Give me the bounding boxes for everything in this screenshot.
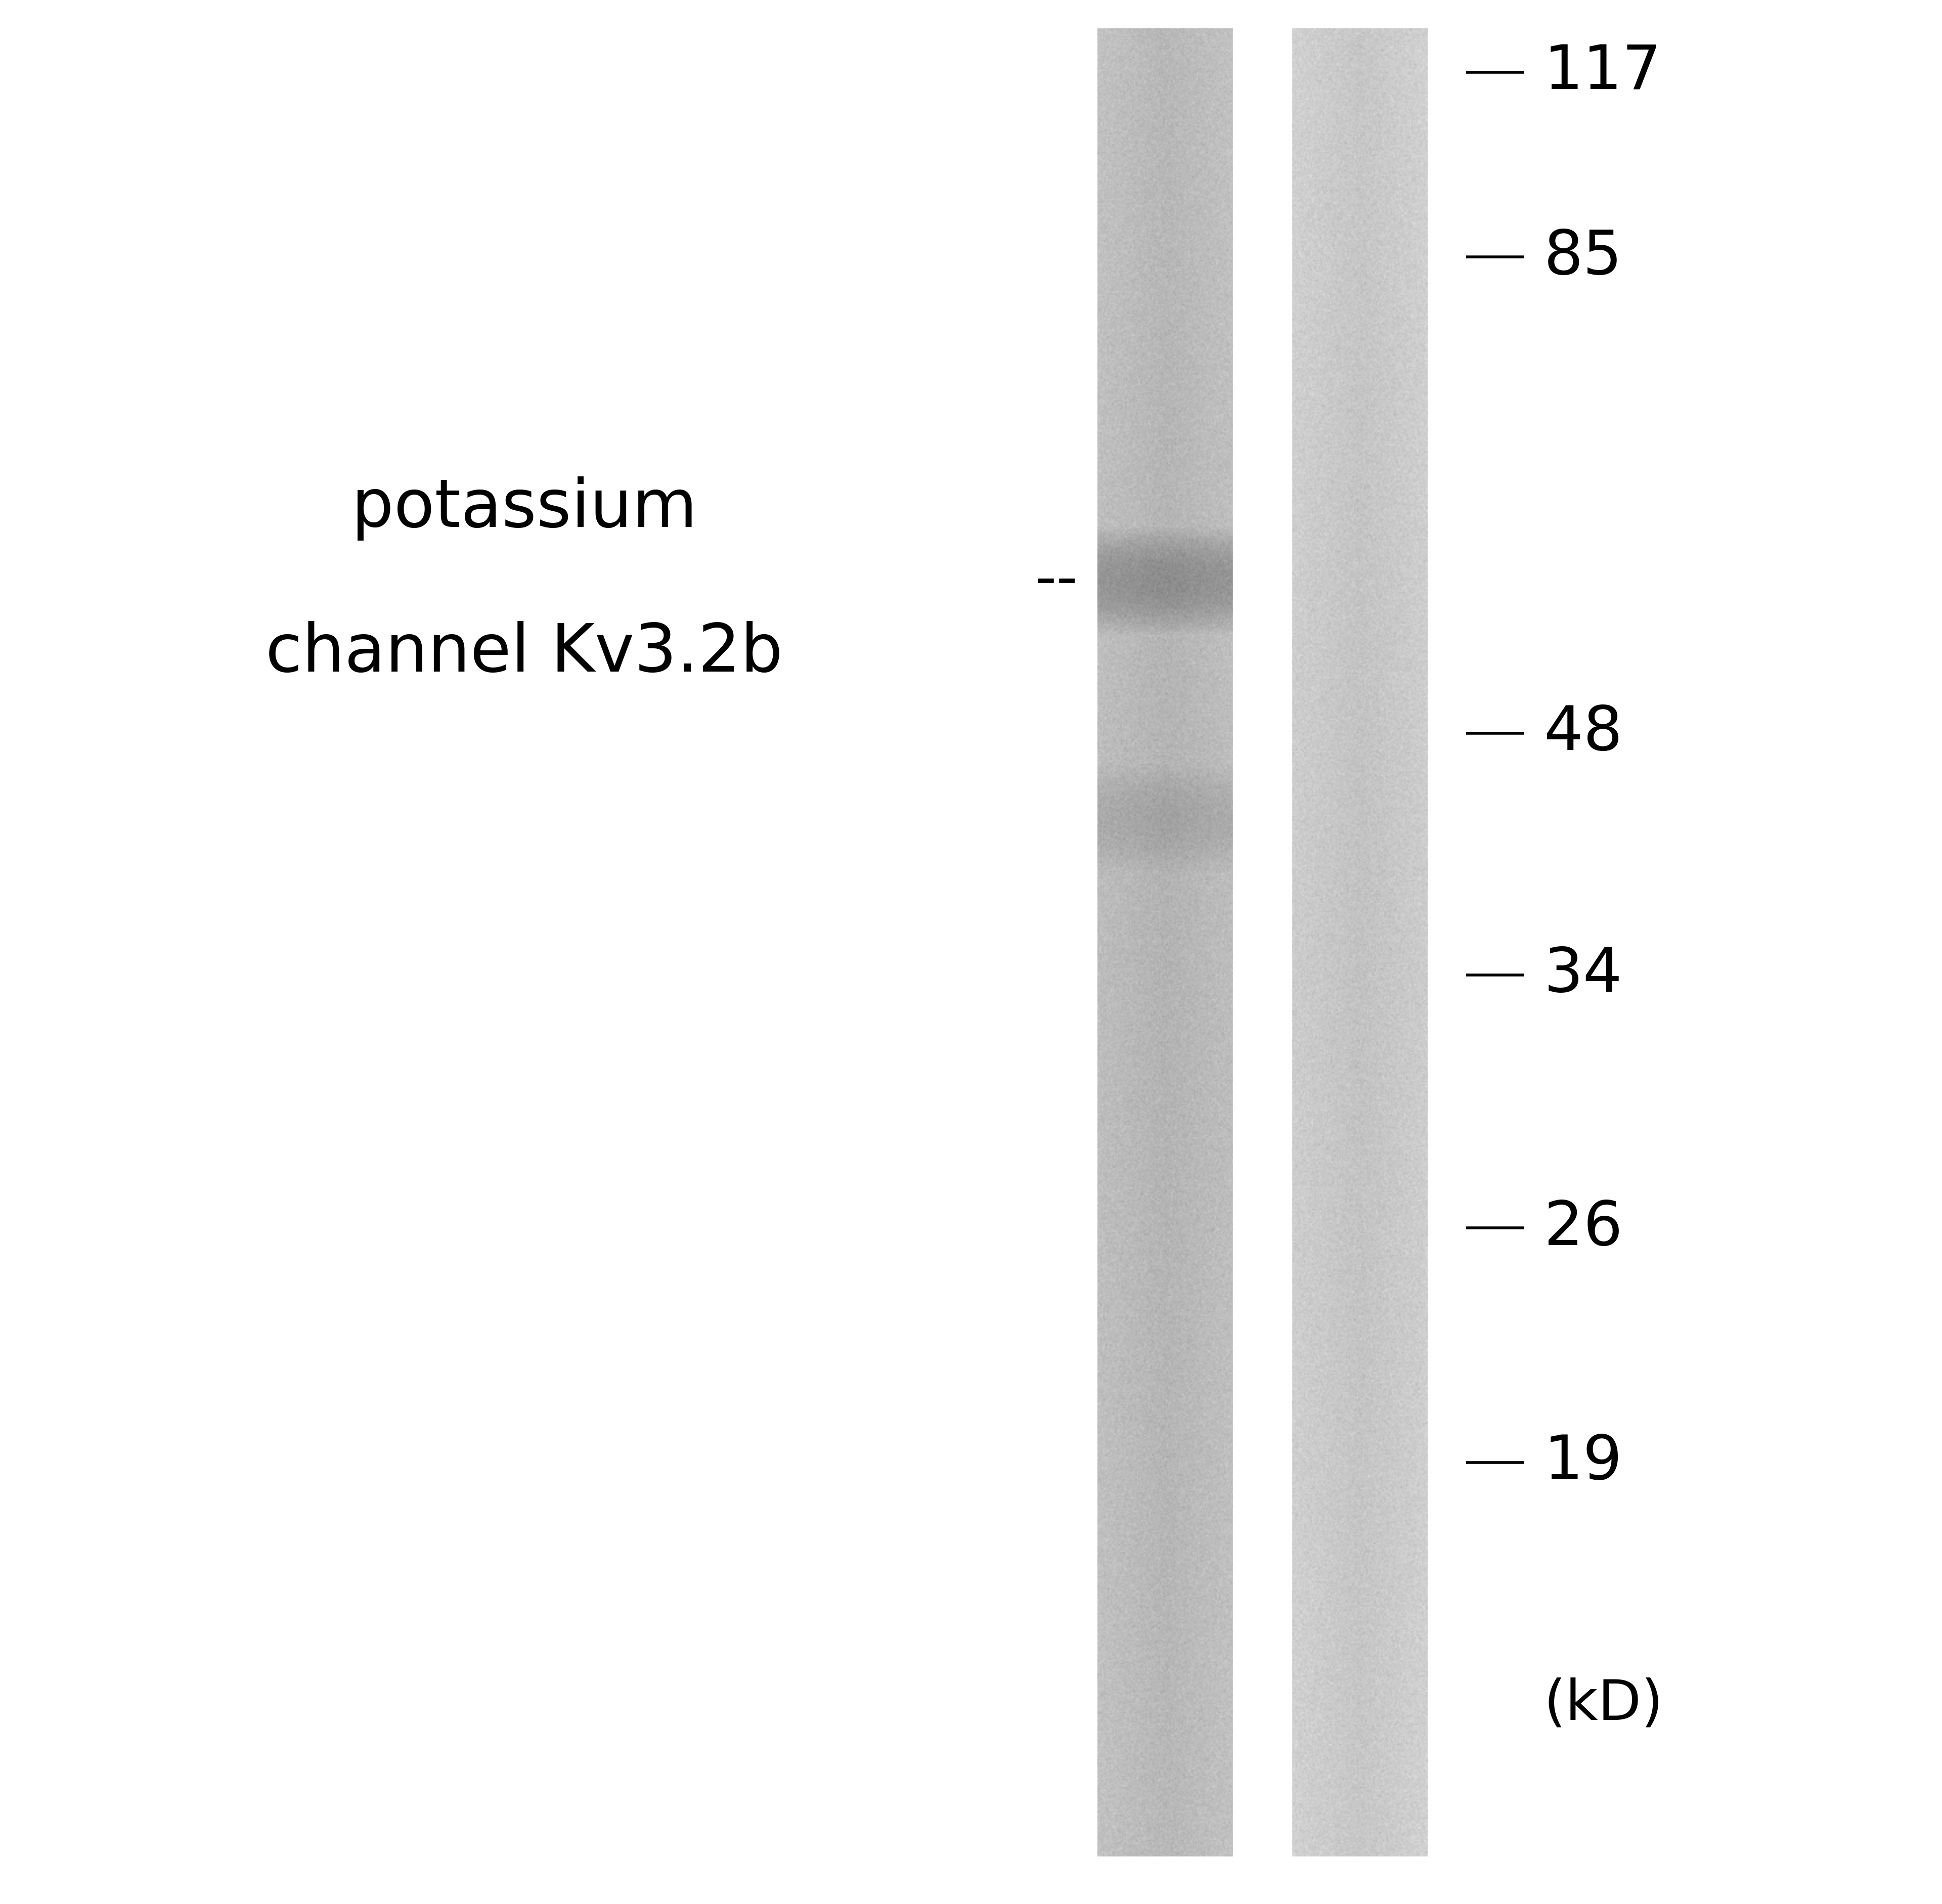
Bar [1233,0,1291,1904]
Text: (kD): (kD) [1544,1677,1664,1731]
Text: 117: 117 [1544,42,1662,103]
Text: potassium: potassium [352,476,697,541]
Text: 26: 26 [1544,1198,1624,1259]
Text: 34: 34 [1544,944,1622,1005]
Text: channel Kv3.2b: channel Kv3.2b [266,621,783,685]
Text: --: -- [1035,552,1078,609]
Text: 19: 19 [1544,1432,1624,1493]
Text: 85: 85 [1544,227,1622,288]
Text: 48: 48 [1544,703,1622,764]
